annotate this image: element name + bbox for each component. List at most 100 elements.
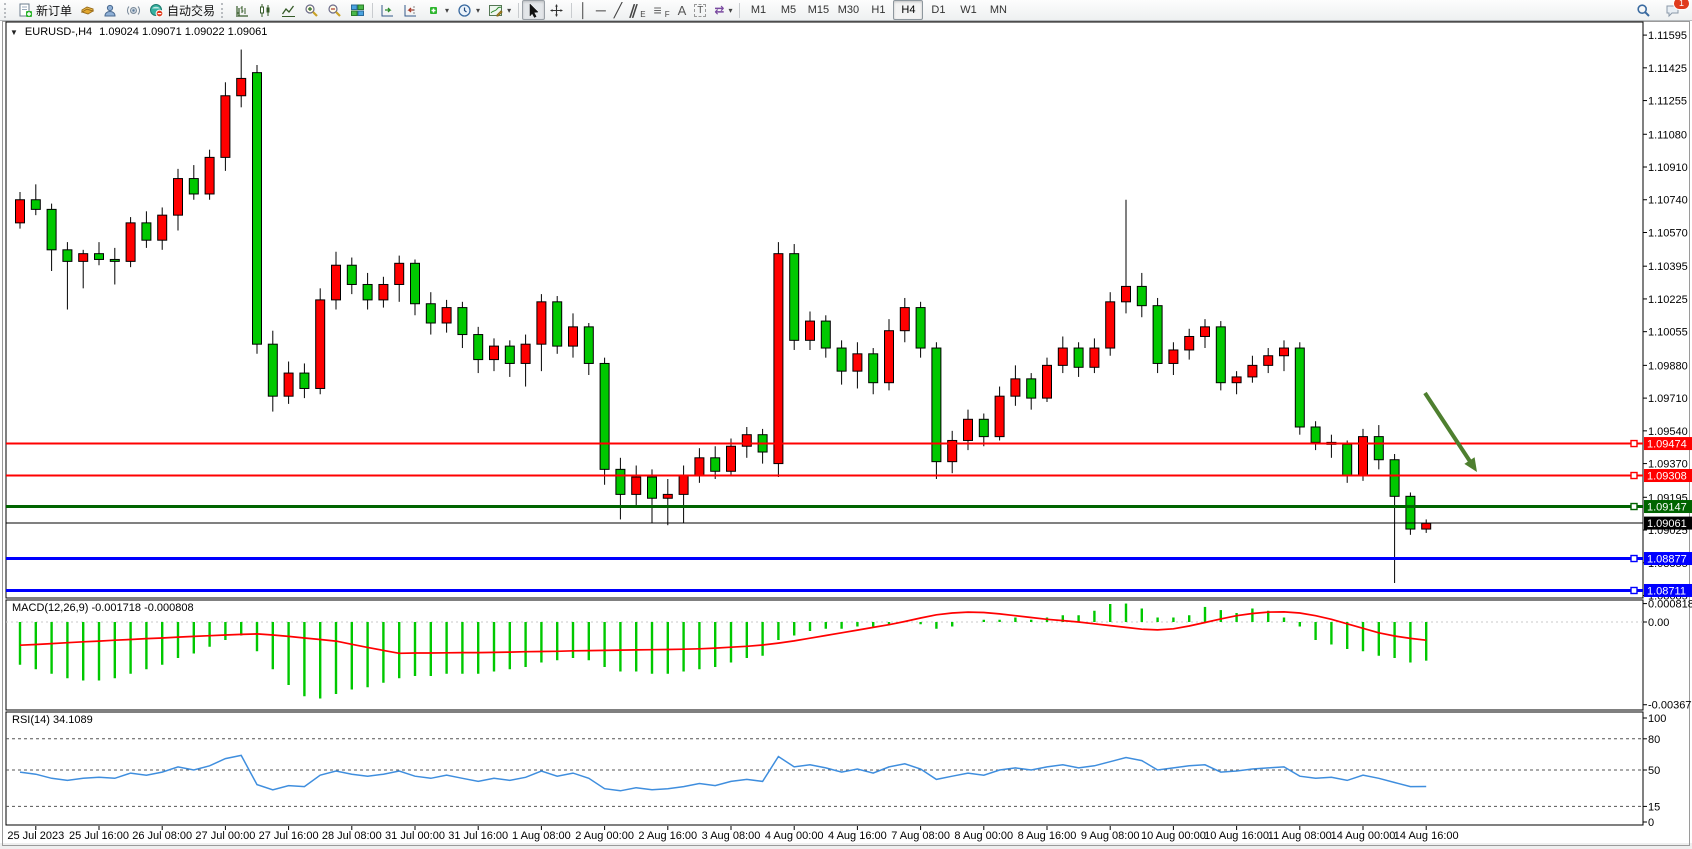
channel-icon: ∥ bbox=[627, 1, 640, 18]
trend-arrow-annotation[interactable] bbox=[1423, 391, 1477, 472]
hline-handle[interactable] bbox=[1630, 471, 1638, 480]
main-chart-pane[interactable] bbox=[5, 21, 1644, 599]
fibonacci-button[interactable]: ≡ F bbox=[650, 0, 674, 20]
toolbar-grip[interactable] bbox=[4, 2, 10, 18]
zoom-out-button[interactable] bbox=[323, 0, 346, 20]
candle-up bbox=[441, 307, 452, 324]
timeframe-button-m15[interactable]: M15 bbox=[807, 4, 830, 16]
zoom-in-button[interactable] bbox=[300, 0, 323, 20]
candle-down bbox=[1294, 347, 1305, 428]
timeframe-button-m1[interactable]: M1 bbox=[750, 4, 767, 16]
text-icon: A bbox=[677, 2, 687, 18]
candle-up bbox=[1231, 376, 1242, 384]
candle-up bbox=[1358, 436, 1368, 476]
hline-handle[interactable] bbox=[1630, 502, 1638, 511]
candle-down bbox=[109, 258, 120, 262]
candle-down bbox=[868, 353, 879, 384]
bar-chart-icon bbox=[236, 5, 249, 17]
rsi-pane[interactable] bbox=[5, 711, 1644, 826]
periods-button[interactable]: ▾ bbox=[453, 0, 484, 20]
price-label-box bbox=[1644, 437, 1692, 451]
candle-up bbox=[1010, 378, 1021, 397]
channel-button[interactable]: ∥ E bbox=[626, 0, 649, 20]
notifications-button[interactable]: 1 bbox=[1661, 0, 1690, 20]
candle-down bbox=[820, 320, 831, 349]
vertical-line-button[interactable]: │ bbox=[575, 0, 592, 20]
templates-button[interactable]: ▾ bbox=[484, 0, 515, 20]
timeframe-button-w1[interactable]: W1 bbox=[960, 4, 977, 16]
horizontal-line-button[interactable]: ─ bbox=[592, 0, 610, 20]
price-tick-label: 1.10570 bbox=[1648, 227, 1688, 239]
ohlc-values: 1.09024 1.09071 1.09022 1.09061 bbox=[99, 26, 268, 38]
terminal-button[interactable] bbox=[122, 0, 145, 20]
timeframe-button-h4[interactable]: H4 bbox=[893, 0, 924, 20]
price-label-1.08711: 1.08711 bbox=[1647, 585, 1686, 597]
channel-sub-label: E bbox=[640, 10, 646, 19]
price-tick-label: 1.09880 bbox=[1648, 360, 1688, 372]
hline-handle[interactable] bbox=[1630, 586, 1638, 595]
autotrading-button[interactable]: 自动交易 bbox=[145, 0, 219, 20]
zoom-out-icon bbox=[328, 3, 341, 17]
new-order-button[interactable]: 新订单 bbox=[14, 0, 76, 20]
time-label: 31 Jul 00:00 bbox=[385, 830, 445, 842]
crosshair-icon bbox=[550, 4, 563, 16]
candle-down bbox=[599, 362, 610, 470]
price-label-1.09061: 1.09061 bbox=[1647, 518, 1687, 530]
hline-handle[interactable] bbox=[1630, 554, 1638, 563]
price-tick-label: 1.09370 bbox=[1648, 459, 1688, 471]
price-label-1.09308: 1.09308 bbox=[1647, 471, 1687, 483]
cursor-button[interactable] bbox=[522, 0, 546, 20]
rsi-axis-label: 50 bbox=[1648, 765, 1660, 777]
line-chart-button[interactable] bbox=[277, 0, 300, 20]
tile-windows-button[interactable] bbox=[346, 0, 369, 20]
navigator-button[interactable] bbox=[99, 0, 122, 20]
timeframe-button-mn[interactable]: MN bbox=[989, 4, 1007, 16]
price-axis[interactable]: 1.11595 1.11425 1.11255 1.11080 1.10910 1.107… bbox=[1643, 30, 1688, 602]
candlestick-chart-button[interactable] bbox=[254, 0, 277, 20]
timeframe-button-d1[interactable]: D1 bbox=[931, 4, 946, 16]
price-tick-label: 1.10395 bbox=[1648, 261, 1688, 273]
candle-down bbox=[1215, 326, 1226, 384]
macd-signal-line bbox=[19, 611, 1427, 655]
crosshair-button[interactable] bbox=[545, 0, 568, 20]
price-label-box bbox=[1644, 516, 1692, 530]
timeframe-button-h1[interactable]: H1 bbox=[871, 4, 886, 16]
macd-pane[interactable] bbox=[5, 599, 1644, 711]
market-watch-button[interactable] bbox=[76, 0, 99, 20]
candle-up bbox=[125, 222, 136, 262]
time-axis[interactable]: 25 Jul 2023 25 Jul 16:00 26 Jul 08:00 27 Ju… bbox=[7, 826, 1459, 842]
arrows-button[interactable]: ⇄ ▾ bbox=[710, 0, 736, 20]
price-tick-label: 1.10910 bbox=[1648, 162, 1688, 174]
toolbar-grip[interactable] bbox=[221, 2, 227, 18]
candle-down bbox=[1136, 285, 1147, 307]
candle-down bbox=[789, 253, 800, 341]
candle-up bbox=[204, 156, 215, 195]
time-label: 7 Aug 08:00 bbox=[891, 830, 950, 842]
arrow-shaft bbox=[1423, 391, 1474, 465]
line-chart-icon bbox=[281, 5, 296, 17]
price-label-1.09147: 1.09147 bbox=[1647, 502, 1687, 514]
candle-up bbox=[394, 262, 405, 285]
candle-down bbox=[836, 347, 847, 372]
text-button[interactable]: A bbox=[674, 0, 691, 20]
hline-handle[interactable] bbox=[1630, 439, 1638, 448]
auto-scroll-button[interactable] bbox=[376, 0, 399, 20]
indicators-button[interactable]: ▾ bbox=[422, 0, 453, 20]
candle-down bbox=[188, 178, 199, 195]
candle-down bbox=[1152, 305, 1163, 364]
bar-chart-button[interactable] bbox=[231, 0, 254, 20]
price-tick-label: 1.11255 bbox=[1648, 96, 1687, 108]
timeframe-button-m5[interactable]: M5 bbox=[780, 4, 797, 16]
candle-down bbox=[267, 343, 278, 397]
chart-shift-button[interactable] bbox=[399, 0, 422, 20]
templates-caret-icon: ▾ bbox=[507, 5, 512, 15]
one-click-trading-toggle-icon[interactable]: ▼ bbox=[10, 27, 18, 37]
fibonacci-sub-label: F bbox=[664, 10, 670, 19]
text-label-button[interactable]: T bbox=[690, 0, 710, 20]
trendline-button[interactable]: ╱ bbox=[610, 0, 626, 20]
time-label: 2 Aug 16:00 bbox=[638, 830, 697, 842]
search-button[interactable] bbox=[1632, 0, 1655, 20]
price-tick-label: 1.11080 bbox=[1648, 129, 1687, 141]
timeframe-button-m30[interactable]: M30 bbox=[837, 4, 860, 16]
